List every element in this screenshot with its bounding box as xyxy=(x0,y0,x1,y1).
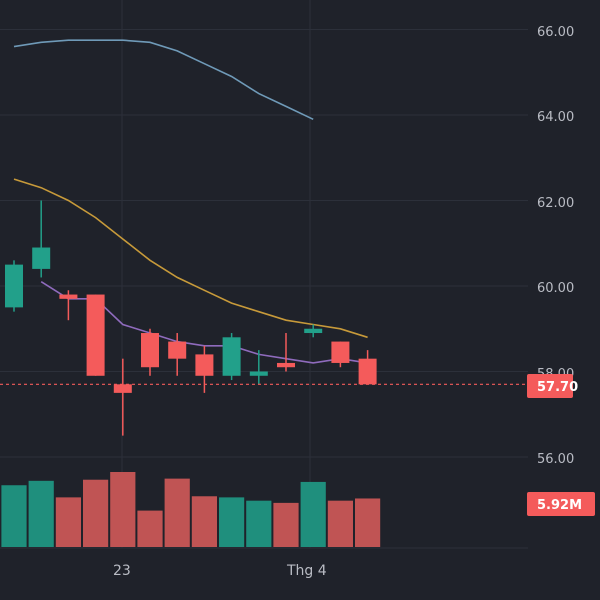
candle xyxy=(304,324,323,338)
candle-body xyxy=(331,341,350,363)
last-price-badge: 57.70 xyxy=(527,374,578,398)
candle-body xyxy=(5,264,23,308)
last-price-value: 57.70 xyxy=(537,380,578,395)
volume-bar xyxy=(219,497,245,547)
moving-averages xyxy=(13,39,368,364)
price-tick-label: 64.00 xyxy=(537,110,574,125)
candle xyxy=(59,290,78,321)
ma-slow-line xyxy=(13,39,314,121)
candle-body xyxy=(304,328,323,334)
candle xyxy=(5,260,23,312)
grid xyxy=(0,0,528,549)
candle xyxy=(32,200,51,278)
candle xyxy=(249,350,268,385)
candle xyxy=(277,333,295,372)
candle-body xyxy=(113,384,132,393)
volume-bars xyxy=(1,472,381,547)
candle xyxy=(331,341,350,368)
price-tick-label: 62.00 xyxy=(537,196,574,211)
ma-mid-line xyxy=(13,178,368,339)
candle-body xyxy=(249,371,268,376)
time-axis[interactable]: 23 Thg 4 xyxy=(113,563,327,579)
volume-bar xyxy=(246,500,272,547)
volume-bar xyxy=(300,481,326,547)
volume-bar xyxy=(191,496,217,547)
price-axis[interactable]: 66.00 64.00 62.00 60.00 58.00 56.00 xyxy=(537,25,574,467)
volume-bar xyxy=(28,480,54,547)
time-tick-label: Thg 4 xyxy=(286,563,327,579)
volume-bar xyxy=(137,510,163,547)
volume-bar xyxy=(164,478,190,547)
candle-body xyxy=(277,362,295,368)
candle-body xyxy=(32,247,51,269)
price-tick-label: 66.00 xyxy=(537,25,574,40)
candle-body xyxy=(358,358,377,385)
volume-bar xyxy=(83,479,109,547)
price-tick-label: 56.00 xyxy=(537,452,574,467)
candle xyxy=(222,333,241,381)
time-tick-label: 23 xyxy=(113,563,131,579)
candle xyxy=(358,350,377,385)
candle xyxy=(195,345,214,393)
volume-bar xyxy=(327,500,353,547)
candle xyxy=(113,358,132,436)
volume-bar xyxy=(55,497,81,547)
candle xyxy=(141,328,159,376)
candle-body xyxy=(59,294,78,299)
candle-body xyxy=(86,294,105,376)
candlesticks xyxy=(5,200,377,436)
candle xyxy=(86,294,105,376)
volume-value: 5.92M xyxy=(537,498,582,513)
volume-bar xyxy=(1,485,27,547)
candle-body xyxy=(222,337,241,376)
volume-bar xyxy=(355,498,381,547)
price-tick-label: 60.00 xyxy=(537,281,574,296)
candle-body xyxy=(195,354,214,376)
volume-bar xyxy=(110,472,136,547)
candle-body xyxy=(168,341,187,359)
candle xyxy=(168,333,187,376)
candle-body xyxy=(141,333,159,368)
volume-badge: 5.92M xyxy=(527,492,595,516)
volume-bar xyxy=(273,502,299,547)
